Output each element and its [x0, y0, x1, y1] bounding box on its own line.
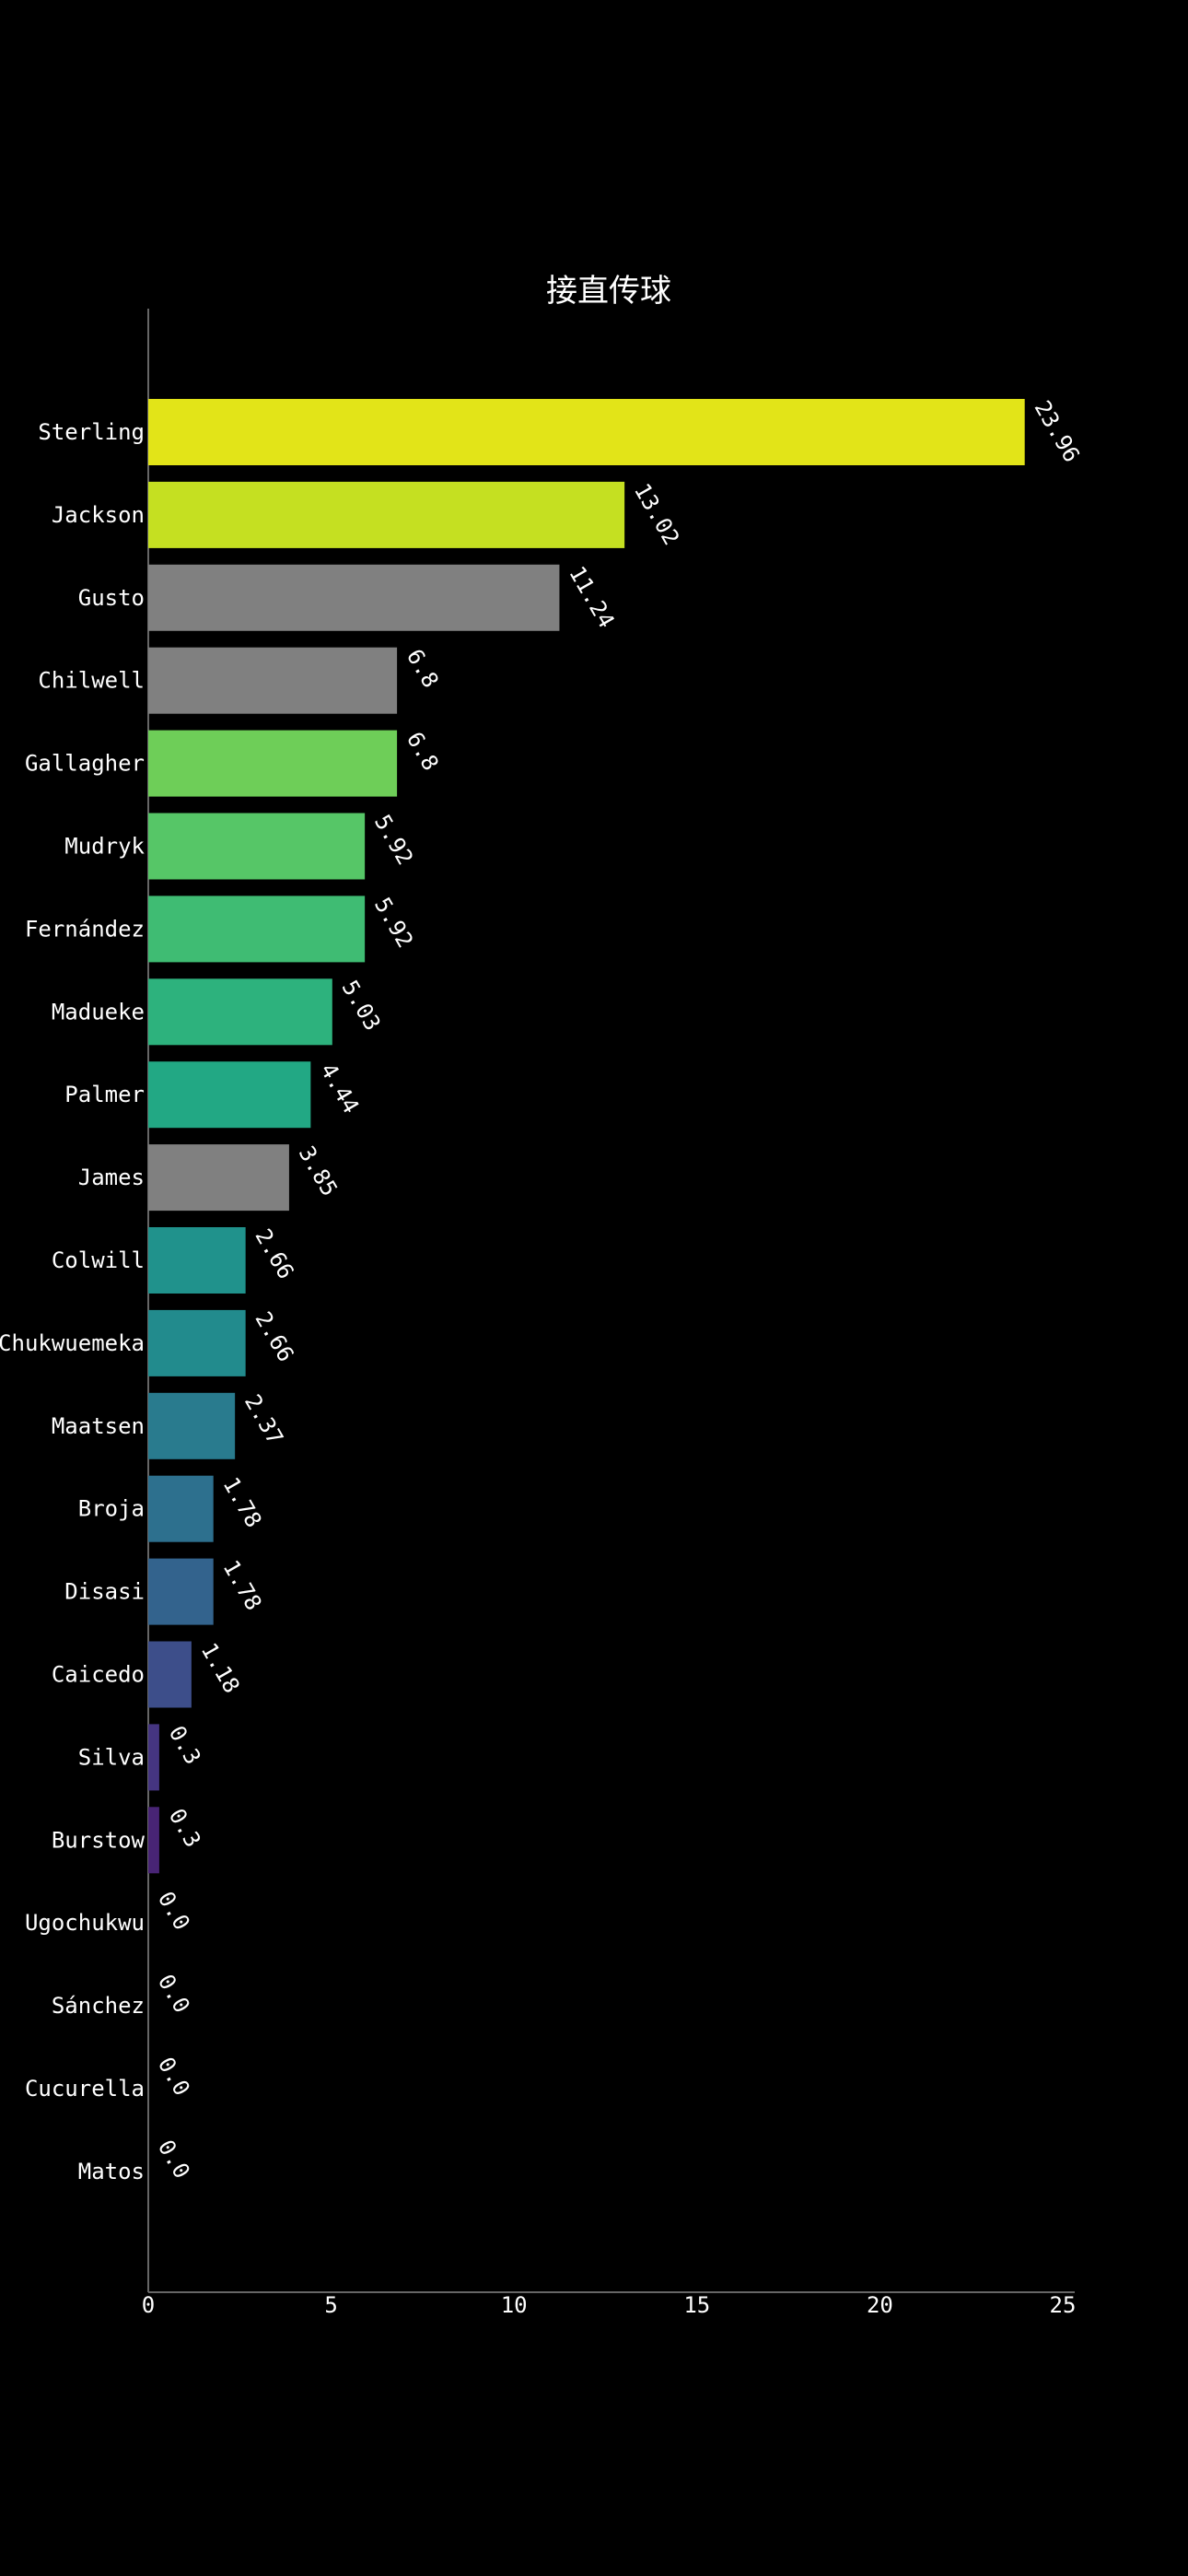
- category-label: James: [78, 1165, 145, 1190]
- category-labels-group: Sterling Jackson Gusto Chilwell Gallagher Mud…: [0, 419, 146, 2184]
- x-tick-label: 20: [867, 2292, 893, 2318]
- bar: [148, 399, 1025, 465]
- x-tick-label: 15: [683, 2292, 710, 2318]
- category-label: Chilwell: [38, 668, 145, 694]
- bar: [148, 564, 560, 631]
- value-label: 1.78: [218, 1556, 267, 1615]
- category-label: Sterling: [38, 419, 145, 445]
- bar: [148, 1309, 246, 1376]
- category-label: Palmer: [64, 1082, 145, 1107]
- category-label: Madueke: [52, 999, 145, 1025]
- category-label: Jackson: [52, 502, 145, 528]
- value-label: 2.37: [239, 1390, 288, 1449]
- value-label: 0.0: [153, 1887, 195, 1935]
- value-label: 1.78: [218, 1473, 267, 1532]
- category-label: Disasi: [64, 1579, 145, 1605]
- category-label: Colwill: [52, 1247, 145, 1273]
- value-label: 13.02: [629, 479, 684, 550]
- category-label: Fernández: [25, 916, 145, 942]
- bar: [148, 1558, 214, 1625]
- x-ticks-group: 0 5 10 15 20 25: [142, 2292, 1077, 2318]
- bars-group: [148, 399, 1025, 1874]
- category-label: Sánchez: [52, 1993, 145, 2019]
- value-label: 5.03: [337, 976, 386, 1035]
- category-label: Chukwuemeka: [0, 1330, 145, 1356]
- x-tick-label: 5: [324, 2292, 337, 2318]
- value-label: 0.3: [164, 1721, 206, 1769]
- bar: [148, 978, 332, 1046]
- category-label: Matos: [78, 2159, 145, 2184]
- value-label: 6.8: [402, 645, 444, 693]
- value-label: 5.92: [369, 811, 418, 870]
- category-label: Silva: [78, 1744, 145, 1770]
- value-label: 5.92: [369, 893, 418, 952]
- category-label: Maatsen: [52, 1413, 145, 1439]
- bar: [148, 1807, 159, 1874]
- bar: [148, 1227, 246, 1294]
- bar: [148, 647, 398, 714]
- value-label: 2.66: [250, 1224, 298, 1283]
- value-label: 3.85: [294, 1142, 343, 1200]
- category-label: Cucurella: [25, 2076, 145, 2102]
- bar: [148, 1144, 289, 1212]
- bar: [148, 1475, 214, 1542]
- category-label: Gallagher: [25, 751, 145, 777]
- bar: [148, 1392, 236, 1459]
- category-label: Caicedo: [52, 1662, 145, 1688]
- category-label: Burstow: [52, 1827, 146, 1853]
- bar: [148, 730, 398, 797]
- bar: [148, 813, 366, 880]
- value-label: 0.0: [153, 1970, 195, 2018]
- value-label: 0.0: [153, 2053, 195, 2101]
- value-label: 1.18: [196, 1639, 245, 1698]
- value-label: 0.0: [153, 2136, 195, 2184]
- value-label: 2.66: [250, 1307, 298, 1366]
- value-label: 6.8: [402, 728, 444, 776]
- x-tick-label: 25: [1050, 2292, 1077, 2318]
- value-label: 4.44: [315, 1059, 364, 1118]
- x-tick-label: 10: [501, 2292, 528, 2318]
- value-label: 23.96: [1029, 396, 1084, 467]
- value-label: 0.3: [164, 1804, 206, 1852]
- bar: [148, 481, 625, 548]
- value-label: 11.24: [564, 562, 619, 633]
- category-label: Broja: [78, 1496, 145, 1522]
- bar: [148, 1061, 311, 1129]
- bar: [148, 1724, 159, 1791]
- category-label: Ugochukwu: [25, 1910, 145, 1936]
- category-label: Mudryk: [64, 834, 145, 860]
- chart-title: 接直传球: [546, 273, 671, 310]
- bar: [148, 896, 366, 963]
- x-tick-label: 0: [142, 2292, 155, 2318]
- bar: [148, 1641, 192, 1708]
- category-label: Gusto: [78, 585, 145, 611]
